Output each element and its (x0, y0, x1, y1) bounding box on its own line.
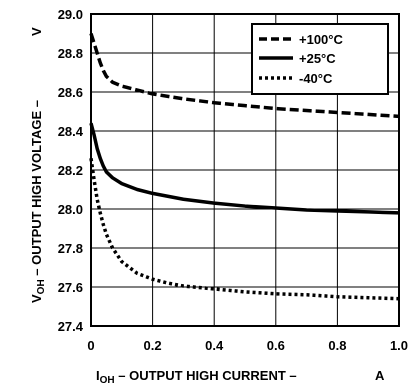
x-axis-label: IOH – OUTPUT HIGH CURRENT – (96, 368, 297, 386)
y-axis-label-sub: OH (36, 279, 47, 294)
x-axis-label-rest: – OUTPUT HIGH CURRENT – (115, 368, 297, 383)
y-tick-label: 27.6 (58, 280, 83, 295)
x-tick-label: 0.4 (205, 338, 224, 353)
y-axis-label-rest: – OUTPUT HIGH VOLTAGE – (29, 100, 44, 279)
y-axis-label: VOH – OUTPUT HIGH VOLTAGE – (29, 100, 47, 303)
plot-frame (90, 13, 400, 327)
x-tick-label: 0.6 (267, 338, 285, 353)
y-tick-label: 27.4 (58, 319, 84, 334)
y-tick-label: 28.2 (58, 163, 83, 178)
series-group (89, 32, 400, 301)
legend-label-minus40c: -40°C (299, 71, 333, 86)
y-tick-label: 28.0 (58, 202, 83, 217)
x-axis-label-main: I (96, 368, 100, 383)
series-line-2 (89, 158, 400, 301)
series-line-1 (89, 122, 400, 215)
y-axis-label-main: V (29, 294, 44, 303)
series-line-0 (89, 32, 400, 119)
legend: +100°C +25°C -40°C (251, 23, 389, 95)
y-tick-label: 28.8 (58, 46, 83, 61)
legend-label-100c: +100°C (299, 32, 343, 47)
x-tick-label: 0.8 (328, 338, 346, 353)
x-tick-label: 0 (87, 338, 94, 353)
y-tick-labels: 27.4 27.6 27.8 28.0 28.2 28.4 28.6 28.8 29.0 (58, 7, 84, 334)
x-tick-label: 0.2 (144, 338, 162, 353)
x-axis-label-sub: OH (100, 375, 115, 386)
x-tick-label: 1.0 (390, 338, 408, 353)
y-axis-unit: V (29, 27, 44, 36)
y-tick-label: 28.6 (58, 85, 83, 100)
x-tick-labels: 0 0.2 0.4 0.6 0.8 1.0 (87, 338, 408, 353)
y-tick-label: 29.0 (58, 7, 83, 22)
y-tick-label: 28.4 (58, 124, 84, 139)
y-axis-label-group: VOH – OUTPUT HIGH VOLTAGE – (29, 100, 47, 303)
x-axis-unit: A (375, 368, 385, 383)
legend-box (251, 23, 389, 95)
legend-label-25c: +25°C (299, 51, 336, 66)
y-tick-label: 27.8 (58, 241, 83, 256)
